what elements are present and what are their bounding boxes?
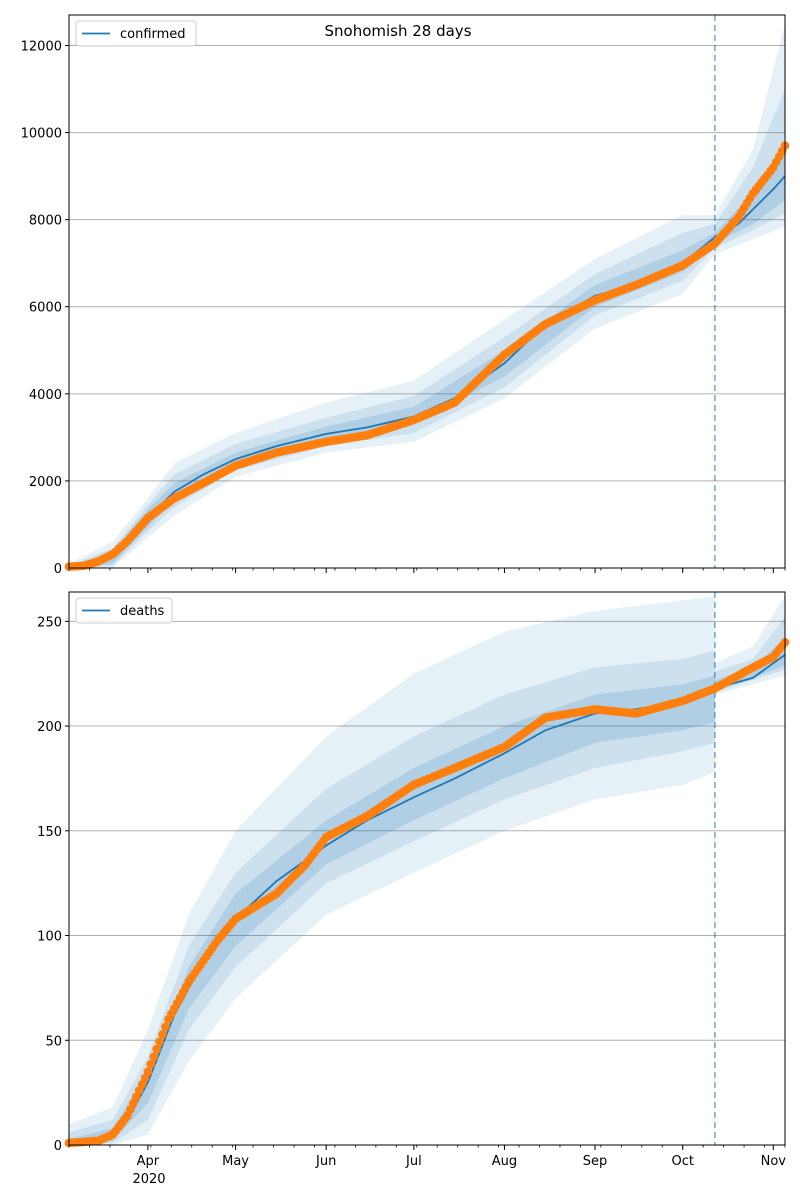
y-tick-label: 250	[37, 615, 62, 630]
observed-point	[155, 1037, 164, 1047]
y-tick-label: 200	[37, 720, 62, 735]
observed-point	[158, 1030, 167, 1039]
chart-title: Snohomish 28 days	[324, 22, 471, 40]
legend-box	[75, 20, 197, 47]
deaths-panel: 0 50 100 150 200 250 Apr May Jun Jul Aug Sep Oct Nov d…	[37, 591, 790, 1169]
x-tick-label: Sep	[583, 1154, 608, 1169]
y-tick-label: 12000	[21, 39, 62, 54]
y-tick-label: 6000	[29, 301, 62, 316]
y-tick-label: 0	[54, 562, 62, 577]
y-tick-label: 150	[37, 825, 62, 840]
x-tick-label: Oct	[671, 1154, 693, 1169]
y-tick-label: 10000	[21, 127, 62, 142]
x-tick-label: May	[222, 1154, 249, 1169]
y-tick-label: 0	[54, 1139, 62, 1154]
interval-band-middle	[69, 617, 785, 1145]
y-tick-label: 8000	[29, 214, 62, 229]
axes-frame	[68, 591, 786, 1146]
legend-label: confirmed	[120, 27, 186, 42]
legend: deaths	[75, 597, 173, 624]
y-tick-label: 50	[45, 1034, 62, 1049]
x-axis-year-label: 2020	[132, 1172, 165, 1187]
observed-point	[149, 1052, 159, 1061]
observed-point	[146, 1059, 156, 1069]
x-tick-label: Apr	[137, 1154, 160, 1169]
y-tick-label: 100	[37, 930, 62, 945]
y-tick-label: 2000	[29, 475, 62, 490]
confirmed-panel: 0 2000 4000 6000 8000 10000 12000 confirmed	[21, 14, 790, 577]
x-tick-label: Jul	[405, 1154, 422, 1169]
axes-frame	[68, 14, 786, 569]
legend-box	[75, 597, 173, 624]
x-tick-label: Jun	[315, 1154, 336, 1169]
interval-band-middle	[69, 89, 785, 568]
interval-band-outer	[69, 596, 785, 1145]
legend: confirmed	[75, 20, 197, 47]
legend-label: deaths	[120, 604, 165, 619]
interval-band-outer	[69, 23, 785, 568]
x-tick-label: Nov	[761, 1154, 787, 1169]
observed-point	[143, 1067, 153, 1076]
observed-point	[161, 1022, 170, 1032]
observed-point	[152, 1044, 161, 1054]
x-tick-label: Aug	[492, 1154, 517, 1169]
y-tick-label: 4000	[29, 388, 62, 403]
